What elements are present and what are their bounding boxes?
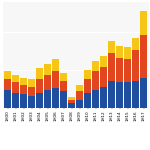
Bar — [44, 64, 51, 75]
Bar — [132, 38, 139, 50]
Bar — [44, 90, 51, 108]
Bar — [20, 78, 27, 85]
Bar — [116, 46, 123, 58]
Bar — [28, 87, 35, 96]
Bar — [60, 81, 67, 91]
Bar — [84, 93, 91, 108]
Bar — [124, 82, 131, 108]
Bar — [4, 90, 11, 108]
Bar — [100, 56, 107, 67]
Bar — [132, 81, 139, 108]
Bar — [140, 35, 147, 78]
Bar — [124, 59, 131, 82]
Bar — [124, 47, 131, 59]
Bar — [108, 41, 115, 53]
Bar — [76, 100, 83, 108]
Bar — [76, 85, 83, 91]
Bar — [68, 100, 75, 104]
Bar — [12, 93, 19, 108]
Bar — [108, 53, 115, 81]
Bar — [92, 90, 99, 108]
Bar — [44, 75, 51, 90]
Bar — [12, 82, 19, 93]
Bar — [84, 70, 91, 79]
Bar — [132, 50, 139, 81]
Bar — [116, 82, 123, 108]
Bar — [92, 72, 99, 90]
Bar — [28, 96, 35, 108]
Bar — [4, 72, 11, 79]
Bar — [140, 11, 147, 35]
Bar — [116, 58, 123, 82]
Bar — [4, 79, 11, 90]
Bar — [52, 88, 59, 108]
Bar — [28, 79, 35, 87]
Bar — [100, 87, 107, 108]
Bar — [52, 72, 59, 88]
Bar — [140, 78, 147, 108]
Bar — [68, 97, 75, 100]
Bar — [60, 73, 67, 81]
Bar — [68, 103, 75, 108]
Bar — [36, 93, 43, 108]
Bar — [84, 79, 91, 93]
Bar — [36, 68, 43, 79]
Bar — [36, 79, 43, 93]
Bar — [20, 85, 27, 94]
Bar — [52, 59, 59, 72]
Bar — [20, 94, 27, 108]
Bar — [108, 81, 115, 108]
Bar — [12, 75, 19, 82]
Bar — [92, 61, 99, 72]
Bar — [100, 67, 107, 87]
Bar — [76, 91, 83, 100]
Bar — [60, 91, 67, 108]
